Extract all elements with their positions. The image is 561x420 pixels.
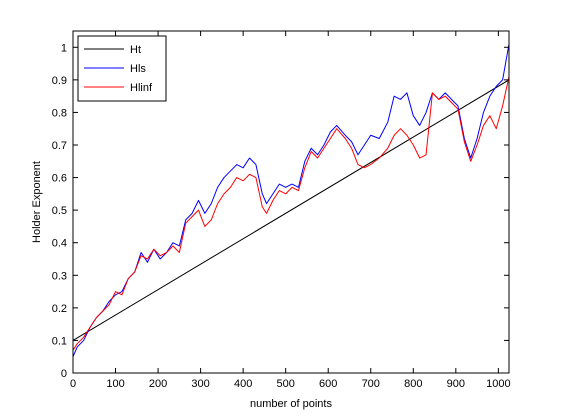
y-tick-label: 0.3 (52, 270, 67, 282)
y-tick-label: 0.6 (52, 173, 67, 185)
x-tick-label: 300 (191, 378, 209, 390)
legend-label-hlinf: Hlinf (130, 82, 153, 94)
y-tick-label: 0.9 (52, 75, 67, 87)
y-tick-label: 0.4 (52, 238, 67, 250)
x-tick-label: 700 (362, 378, 380, 390)
y-tick-label: 0 (61, 368, 67, 380)
plot-frame (72, 30, 510, 374)
series-line-ht (72, 79, 510, 341)
series-line-hlinf (72, 76, 510, 351)
legend-label-hls: Hls (130, 63, 146, 75)
x-tick-label: 200 (149, 378, 167, 390)
x-tick-label: 1000 (486, 378, 510, 390)
y-tick-label: 0.5 (52, 205, 67, 217)
y-tick-label: 1 (61, 42, 67, 54)
x-tick-label: 500 (277, 378, 295, 390)
x-tick-label: 800 (404, 378, 422, 390)
legend: Ht Hls Hlinf (77, 35, 167, 102)
legend-label-ht: Ht (130, 44, 141, 56)
y-tick-label: 0.7 (52, 140, 67, 152)
x-tick-label: 900 (447, 378, 465, 390)
x-tick-label: 600 (319, 378, 337, 390)
y-tick-label: 0.2 (52, 303, 67, 315)
x-tick-label: 400 (234, 378, 252, 390)
series-layer (72, 43, 510, 357)
x-tick-label: 0 (70, 378, 76, 390)
y-tick-label: 0.1 (52, 335, 67, 347)
y-tick-label: 0.8 (52, 107, 67, 119)
x-tick-label: 100 (106, 378, 124, 390)
x-axis-label: number of points (250, 398, 332, 410)
tick-labels-layer: 0 100 200 300 400 500 600 700 800 900 1000 0 0.1 0.2 0… (52, 42, 511, 390)
y-axis-label: Holder Exponent (31, 161, 43, 243)
ticks-layer (72, 31, 509, 374)
